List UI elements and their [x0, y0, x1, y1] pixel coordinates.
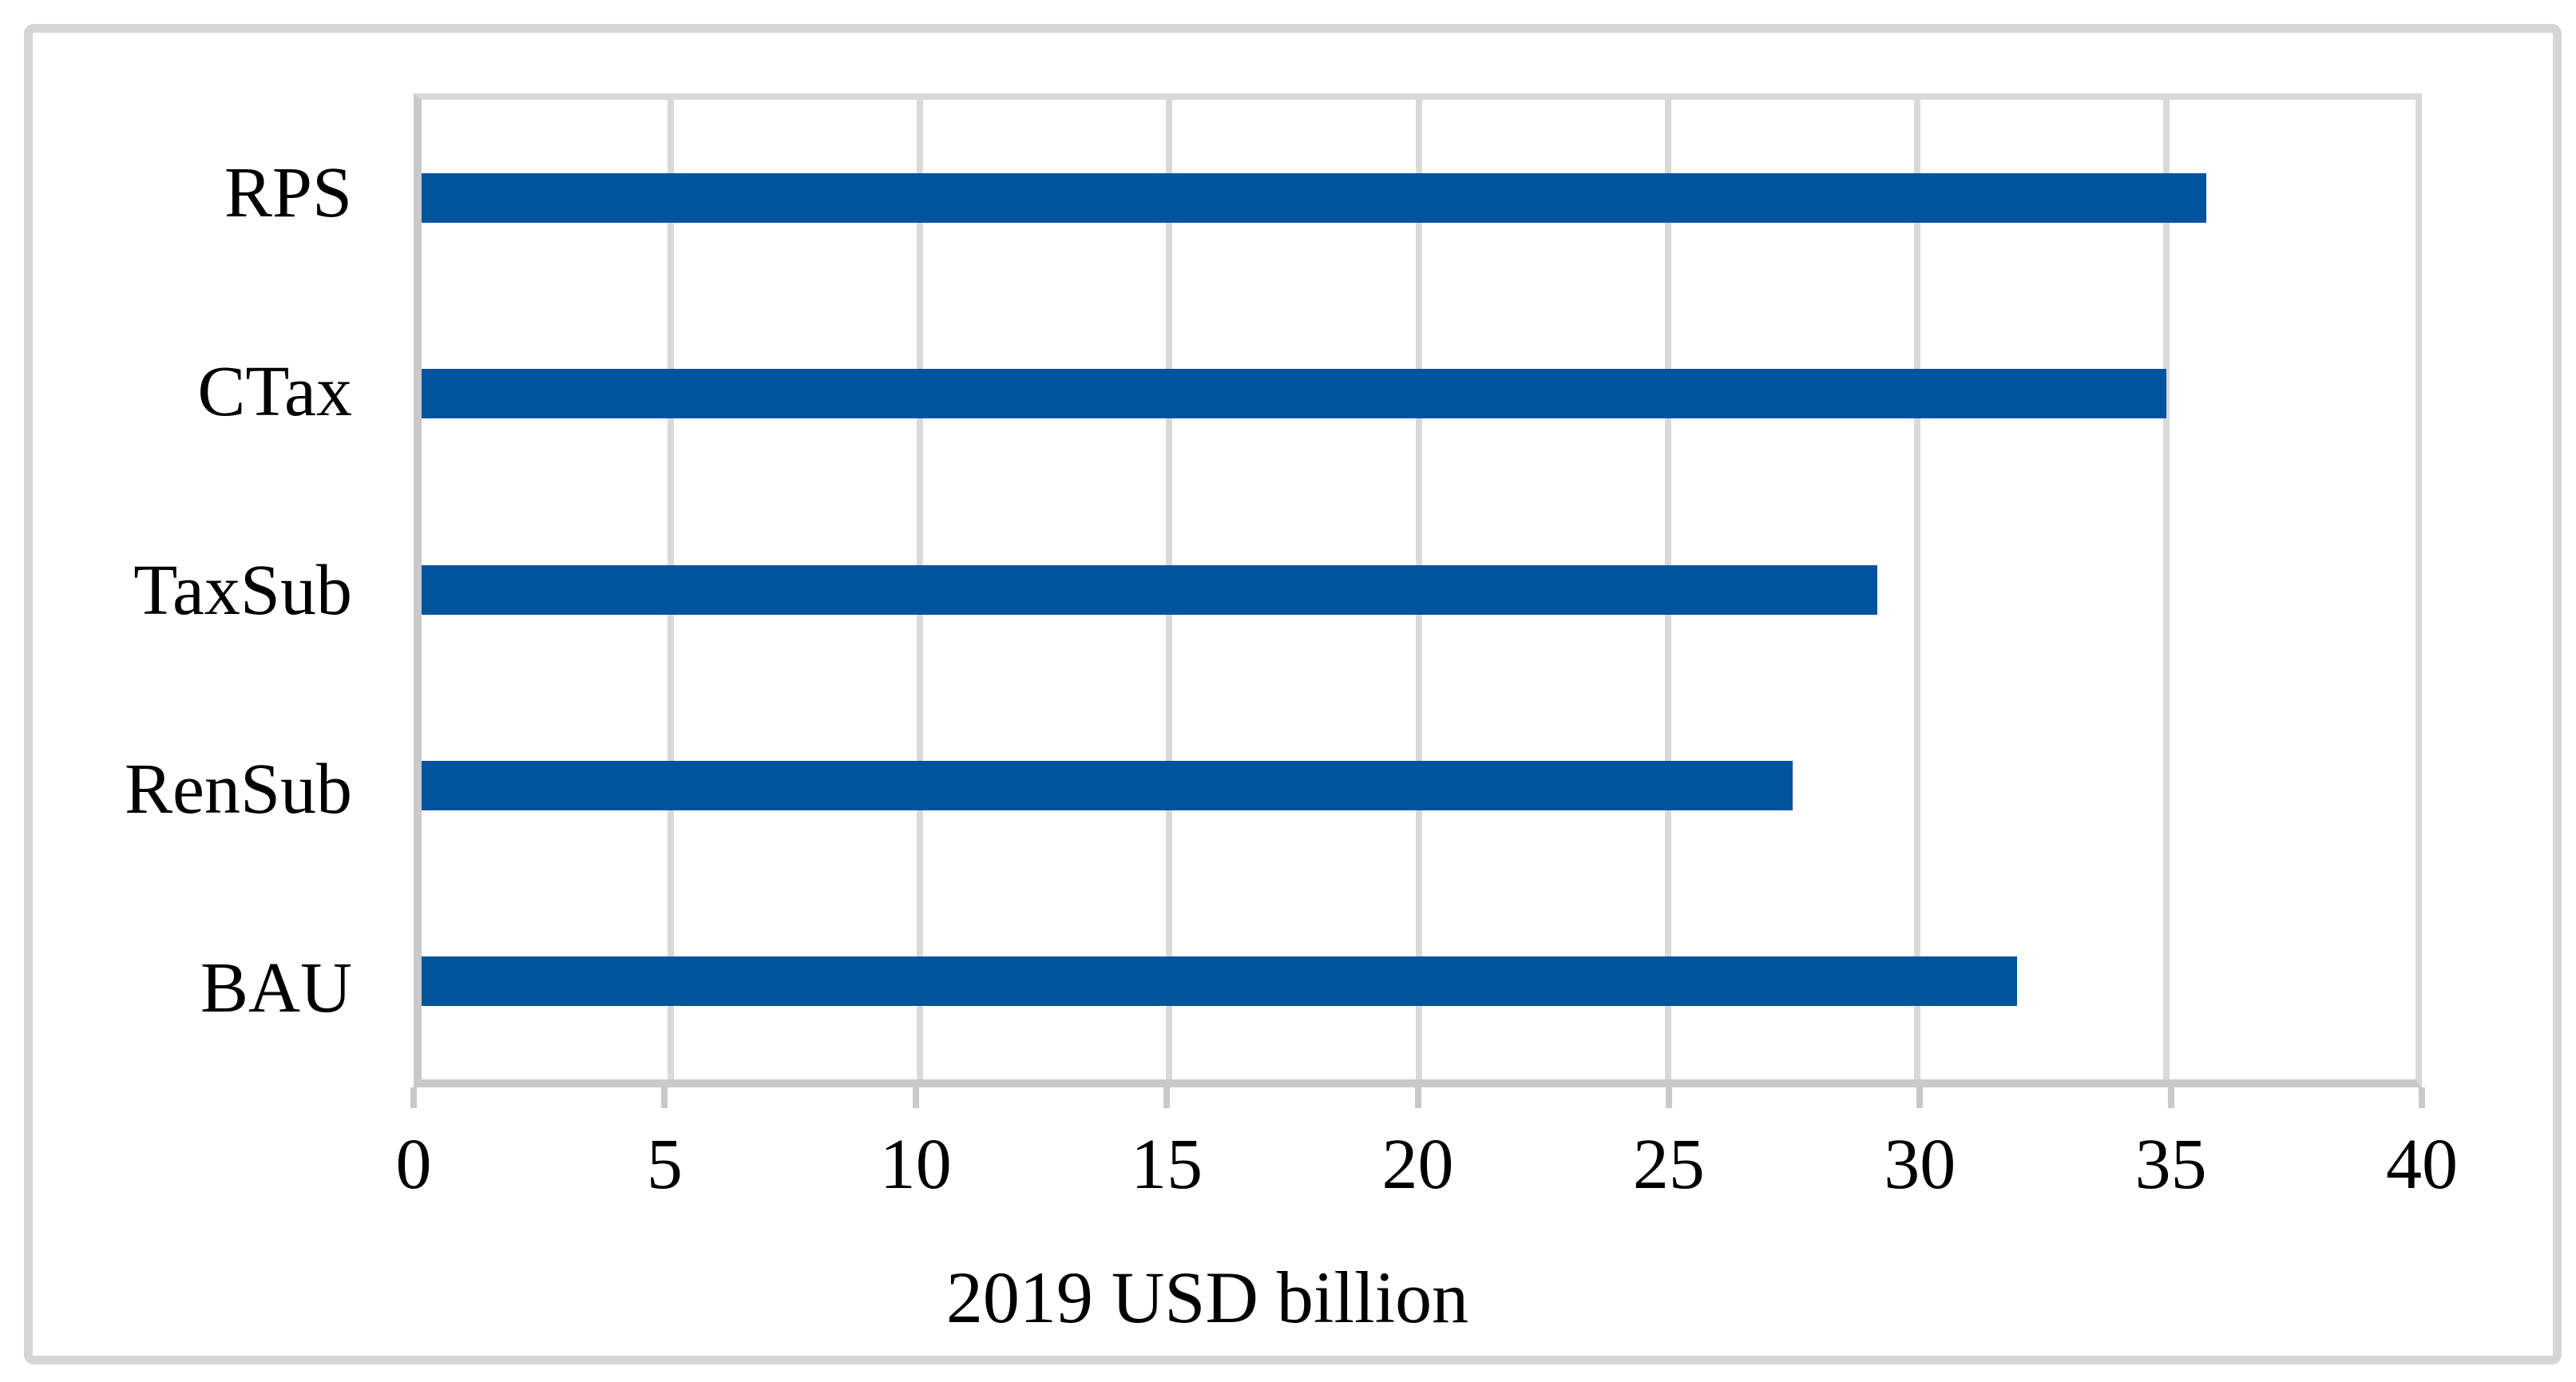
x-tick-0 — [410, 1087, 417, 1108]
x-tick-label-20: 20 — [1381, 1125, 1454, 1204]
x-tick-30 — [1916, 1087, 1924, 1108]
x-tick-35 — [2167, 1087, 2174, 1108]
x-tick-label-35: 35 — [2134, 1125, 2207, 1204]
category-labels: RPS CTax TaxSub RenSub BAU — [0, 93, 352, 1087]
x-axis-title: 2019 USD billion — [945, 1257, 1469, 1338]
x-tick-label-15: 15 — [1131, 1125, 1203, 1204]
category-label-ctax: CTax — [197, 351, 352, 431]
x-tick-25 — [1665, 1087, 1672, 1108]
chart-outer-border — [24, 24, 2562, 1364]
x-axis-ticks — [410, 1087, 2425, 1111]
x-tick-label-30: 30 — [1884, 1125, 1956, 1204]
plot-area — [414, 93, 2422, 1087]
gridline-x-35 — [2162, 100, 2170, 1079]
x-tick-label-40: 40 — [2386, 1125, 2458, 1204]
category-label-rps: RPS — [224, 152, 352, 232]
bar-ctax — [422, 369, 2166, 419]
bar-rensub — [422, 760, 1793, 810]
x-tick-10 — [912, 1087, 919, 1108]
gridline-x-30 — [1913, 100, 1920, 1079]
x-tick-40 — [2419, 1087, 2425, 1108]
x-tick-labels: 0 5 10 15 20 25 30 35 40 — [396, 1121, 2459, 1209]
x-tick-label-0: 0 — [395, 1125, 432, 1204]
x-tick-label-25: 25 — [1632, 1125, 1705, 1204]
bar-taxsub — [422, 564, 1877, 615]
category-label-rensub: RenSub — [124, 749, 352, 829]
x-tick-15 — [1163, 1087, 1171, 1108]
bar-rps — [422, 172, 2206, 223]
x-tick-label-10: 10 — [879, 1125, 952, 1204]
x-tick-5 — [661, 1087, 668, 1108]
x-tick-label-5: 5 — [646, 1125, 683, 1204]
category-label-bau: BAU — [200, 948, 352, 1028]
category-label-taxsub: TaxSub — [133, 550, 352, 630]
bar-bau — [422, 956, 2017, 1007]
x-tick-20 — [1414, 1087, 1421, 1108]
